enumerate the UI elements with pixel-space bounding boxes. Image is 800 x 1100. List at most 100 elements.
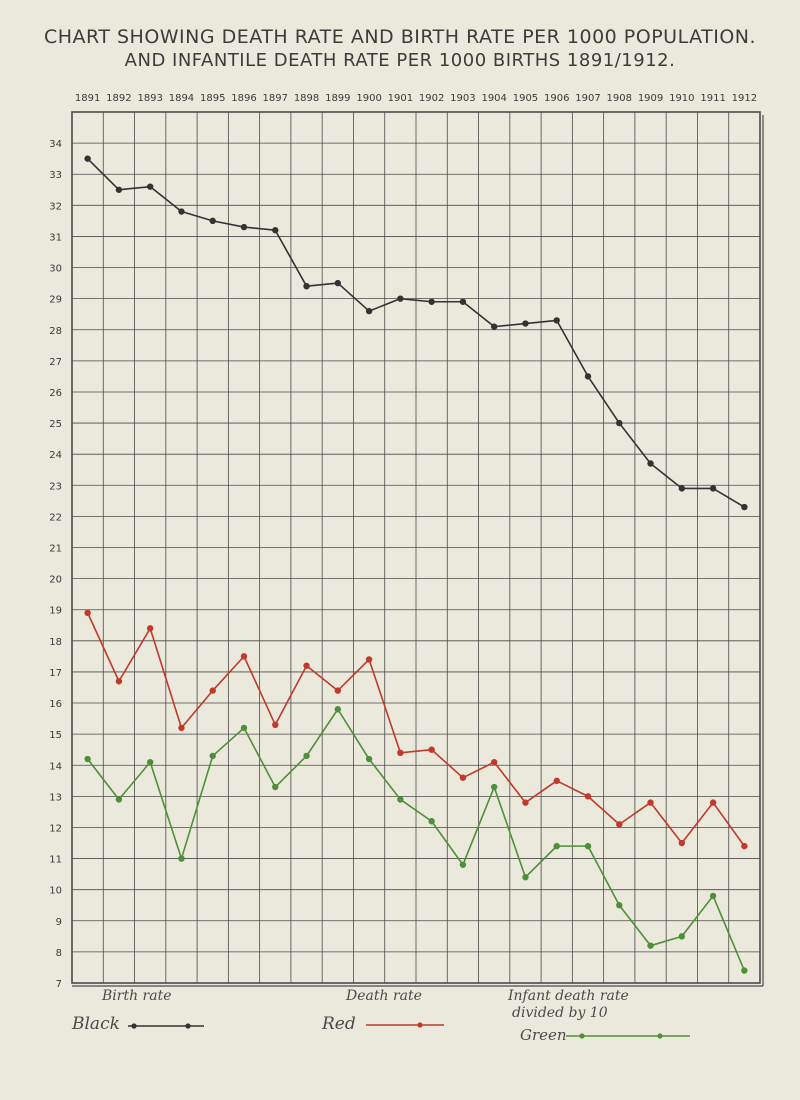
legend-birth-color-word: Black [72, 1014, 120, 1034]
infant-death-rate-point [490, 783, 498, 791]
infant-death-rate-legend-marker [579, 1033, 585, 1039]
x-tick-label: 1904 [481, 93, 506, 104]
y-tick-label: 10 [49, 886, 62, 897]
birth-rate-point [709, 485, 717, 492]
x-tick-label: 1910 [669, 93, 694, 104]
y-tick-label: 32 [49, 201, 62, 212]
death-rate-point [709, 799, 717, 806]
birth-rate-point [428, 298, 435, 305]
death-rate-point [647, 799, 654, 806]
death-rate-point [490, 758, 498, 766]
x-tick-label: 1905 [513, 93, 538, 104]
death-rate-point [272, 721, 279, 729]
death-rate-point [240, 653, 248, 660]
birth-rate-legend-marker [185, 1023, 191, 1029]
infant-death-rate-point [240, 724, 248, 732]
infant-death-rate-point [146, 758, 154, 766]
infant-death-rate-point [397, 796, 404, 803]
y-tick-label: 26 [49, 388, 62, 399]
y-tick-label: 13 [49, 792, 62, 803]
y-tick-label: 31 [49, 232, 62, 243]
y-tick-label: 22 [49, 512, 62, 523]
x-tick-label: 1899 [325, 93, 350, 104]
birth-rate-point [741, 503, 748, 511]
birth-rate-point [146, 183, 154, 190]
birth-rate-point [209, 217, 216, 225]
death-rate-point [178, 724, 185, 732]
infant-death-rate-line [87, 708, 746, 971]
y-tick-label: 9 [56, 917, 62, 928]
y-axis-ticks: 7 8 9 10 11 12 13 14 15 16 17 18 19 20 21 22 23 24 25 26 27 2… [49, 139, 62, 990]
x-tick-label: 1896 [231, 93, 256, 104]
y-tick-label: 14 [49, 761, 62, 772]
birth-rate-point [84, 155, 91, 162]
y-tick-label: 30 [49, 264, 62, 275]
death-rate-point [303, 662, 310, 669]
infant-death-rate-point [334, 706, 342, 713]
x-tick-label: 1909 [638, 93, 663, 104]
series [84, 155, 748, 974]
x-tick-label: 1893 [137, 93, 162, 104]
chart-title-line-2: AND INFANTILE DEATH RATE PER 1000 BIRTHS… [124, 50, 676, 71]
birth-rate-point [616, 419, 623, 427]
x-tick-label: 1891 [75, 93, 100, 104]
x-tick-label: 1892 [106, 93, 131, 104]
birth-rate-point [178, 208, 185, 215]
y-tick-label: 7 [56, 979, 62, 990]
death-rate-point [209, 687, 216, 694]
birth-rate-point [584, 373, 592, 380]
y-tick-label: 28 [49, 326, 62, 337]
infant-death-rate-point [84, 755, 91, 763]
infant-death-rate-legend-marker [657, 1033, 663, 1039]
death-rate-point [365, 656, 373, 663]
death-rate-point [459, 774, 467, 781]
birth-rate-point [678, 485, 686, 492]
y-tick-label: 8 [56, 948, 62, 959]
death-rate-point [84, 609, 91, 617]
x-tick-label: 1900 [356, 93, 381, 104]
legend-birth-label: Birth rate [102, 988, 172, 1004]
birth-rate-point [365, 307, 373, 315]
birth-rate-line [87, 158, 745, 508]
birth-rate-point [553, 317, 560, 324]
x-tick-label: 1901 [388, 93, 413, 104]
birth-rate-point [522, 320, 529, 327]
x-axis-ticks: 1891 1892 1893 1894 1895 1896 1897 1898 1899 1900… [75, 93, 757, 104]
infant-death-rate-point [678, 933, 686, 940]
death-rate-point [678, 839, 686, 847]
infant-death-rate-point [178, 855, 185, 862]
legend-infant-label-line-2: divided by 10 [512, 1005, 608, 1021]
death-rate-line [86, 612, 746, 847]
grid [71, 111, 764, 987]
death-rate-point [397, 749, 404, 757]
chart-title-line-1: CHART SHOWING DEATH RATE AND BIRTH RATE … [43, 26, 757, 48]
x-tick-label: 1897 [263, 93, 288, 104]
death-rate-point [741, 842, 748, 850]
x-tick-label: 1894 [169, 93, 194, 104]
infant-death-rate-point [272, 783, 279, 791]
infant-death-rate-point [584, 842, 592, 850]
death-rate-point [146, 625, 154, 632]
y-tick-label: 21 [49, 544, 62, 555]
y-tick-label: 18 [49, 637, 62, 648]
birth-rate-legend-marker [131, 1023, 137, 1029]
infant-death-rate-point [115, 796, 123, 803]
y-tick-label: 20 [49, 575, 62, 586]
y-tick-label: 17 [49, 668, 62, 679]
infant-death-rate-point [365, 755, 373, 763]
x-tick-label: 1906 [544, 93, 569, 104]
birth-rate-point [490, 323, 498, 330]
y-tick-label: 16 [49, 699, 62, 710]
death-rate-point [553, 777, 560, 785]
infant-death-rate-point [522, 874, 529, 881]
death-rate-point [584, 793, 592, 800]
birth-rate-point [397, 295, 404, 302]
x-tick-label: 1911 [700, 93, 725, 104]
legend-death-color-word: Red [322, 1014, 356, 1034]
death-rate-point [115, 678, 123, 685]
y-tick-label: 29 [49, 295, 62, 306]
y-tick-label: 12 [49, 823, 62, 834]
birth-rate-point [647, 460, 654, 467]
y-tick-label: 11 [49, 855, 62, 866]
